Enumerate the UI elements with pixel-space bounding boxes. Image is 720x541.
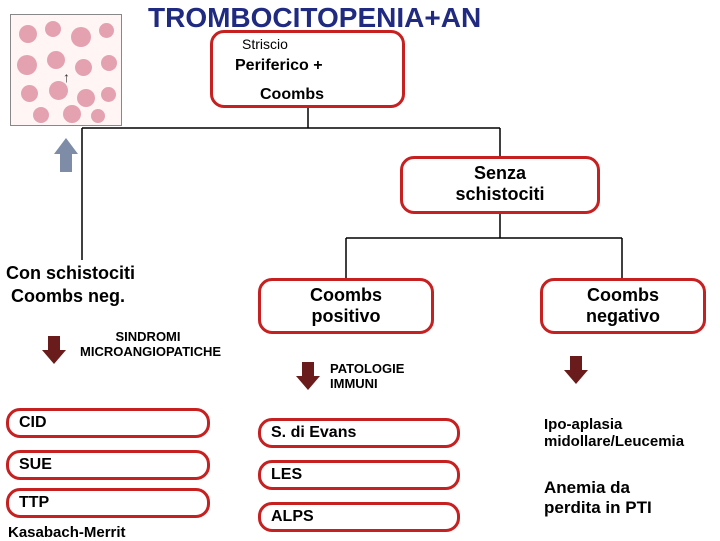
- label-coombs-neg: Coombs negativo: [586, 285, 660, 326]
- node-coombs-negativo: Coombs negativo: [540, 278, 706, 334]
- node-cid: CID: [6, 408, 210, 438]
- label-les: LES: [271, 466, 302, 483]
- label-kasabach: Kasabach-Merrit: [8, 524, 126, 541]
- label-alps: ALPS: [271, 508, 314, 525]
- label-striscio: Striscio: [242, 36, 288, 52]
- node-con-schistociti: Con schistociti Coombs neg.: [6, 262, 135, 307]
- blood-smear-image: ↑: [10, 14, 122, 126]
- node-ttp: TTP: [6, 488, 210, 518]
- arrow-down-icon: [564, 356, 588, 386]
- node-coombs-positivo: Coombs positivo: [258, 278, 434, 334]
- node-sue: SUE: [6, 450, 210, 480]
- smear-pointer: ↑: [63, 69, 70, 85]
- label-patologie: PATOLOGIE IMMUNI: [330, 362, 404, 392]
- label-anemia-pti: Anemia da perdita in PTI: [544, 478, 652, 517]
- main-title-line1: TROMBOCITOPENIA+AN: [148, 4, 481, 32]
- label-coombs-top: Coombs: [260, 86, 324, 104]
- node-alps: ALPS: [258, 502, 460, 532]
- node-les: LES: [258, 460, 460, 490]
- arrow-down-icon: [296, 362, 320, 392]
- node-evans: S. di Evans: [258, 418, 460, 448]
- label-ttp: TTP: [19, 494, 49, 511]
- label-coombs-pos: Coombs positivo: [310, 285, 382, 326]
- label-cid: CID: [19, 414, 47, 431]
- arrow-up-icon: [54, 138, 78, 174]
- label-sindromi: SINDROMI MICROANGIOPATICHE: [80, 330, 216, 360]
- label-evans: S. di Evans: [271, 424, 356, 441]
- label-ipo-aplasia: Ipo-aplasia midollare/Leucemia: [544, 416, 684, 451]
- label-periferico: Periferico +: [235, 57, 323, 75]
- arrow-down-icon: [42, 336, 66, 366]
- label-sue: SUE: [19, 456, 52, 473]
- node-senza-schistociti: Senza schistociti: [400, 156, 600, 214]
- label-senza: Senza schistociti: [455, 163, 544, 204]
